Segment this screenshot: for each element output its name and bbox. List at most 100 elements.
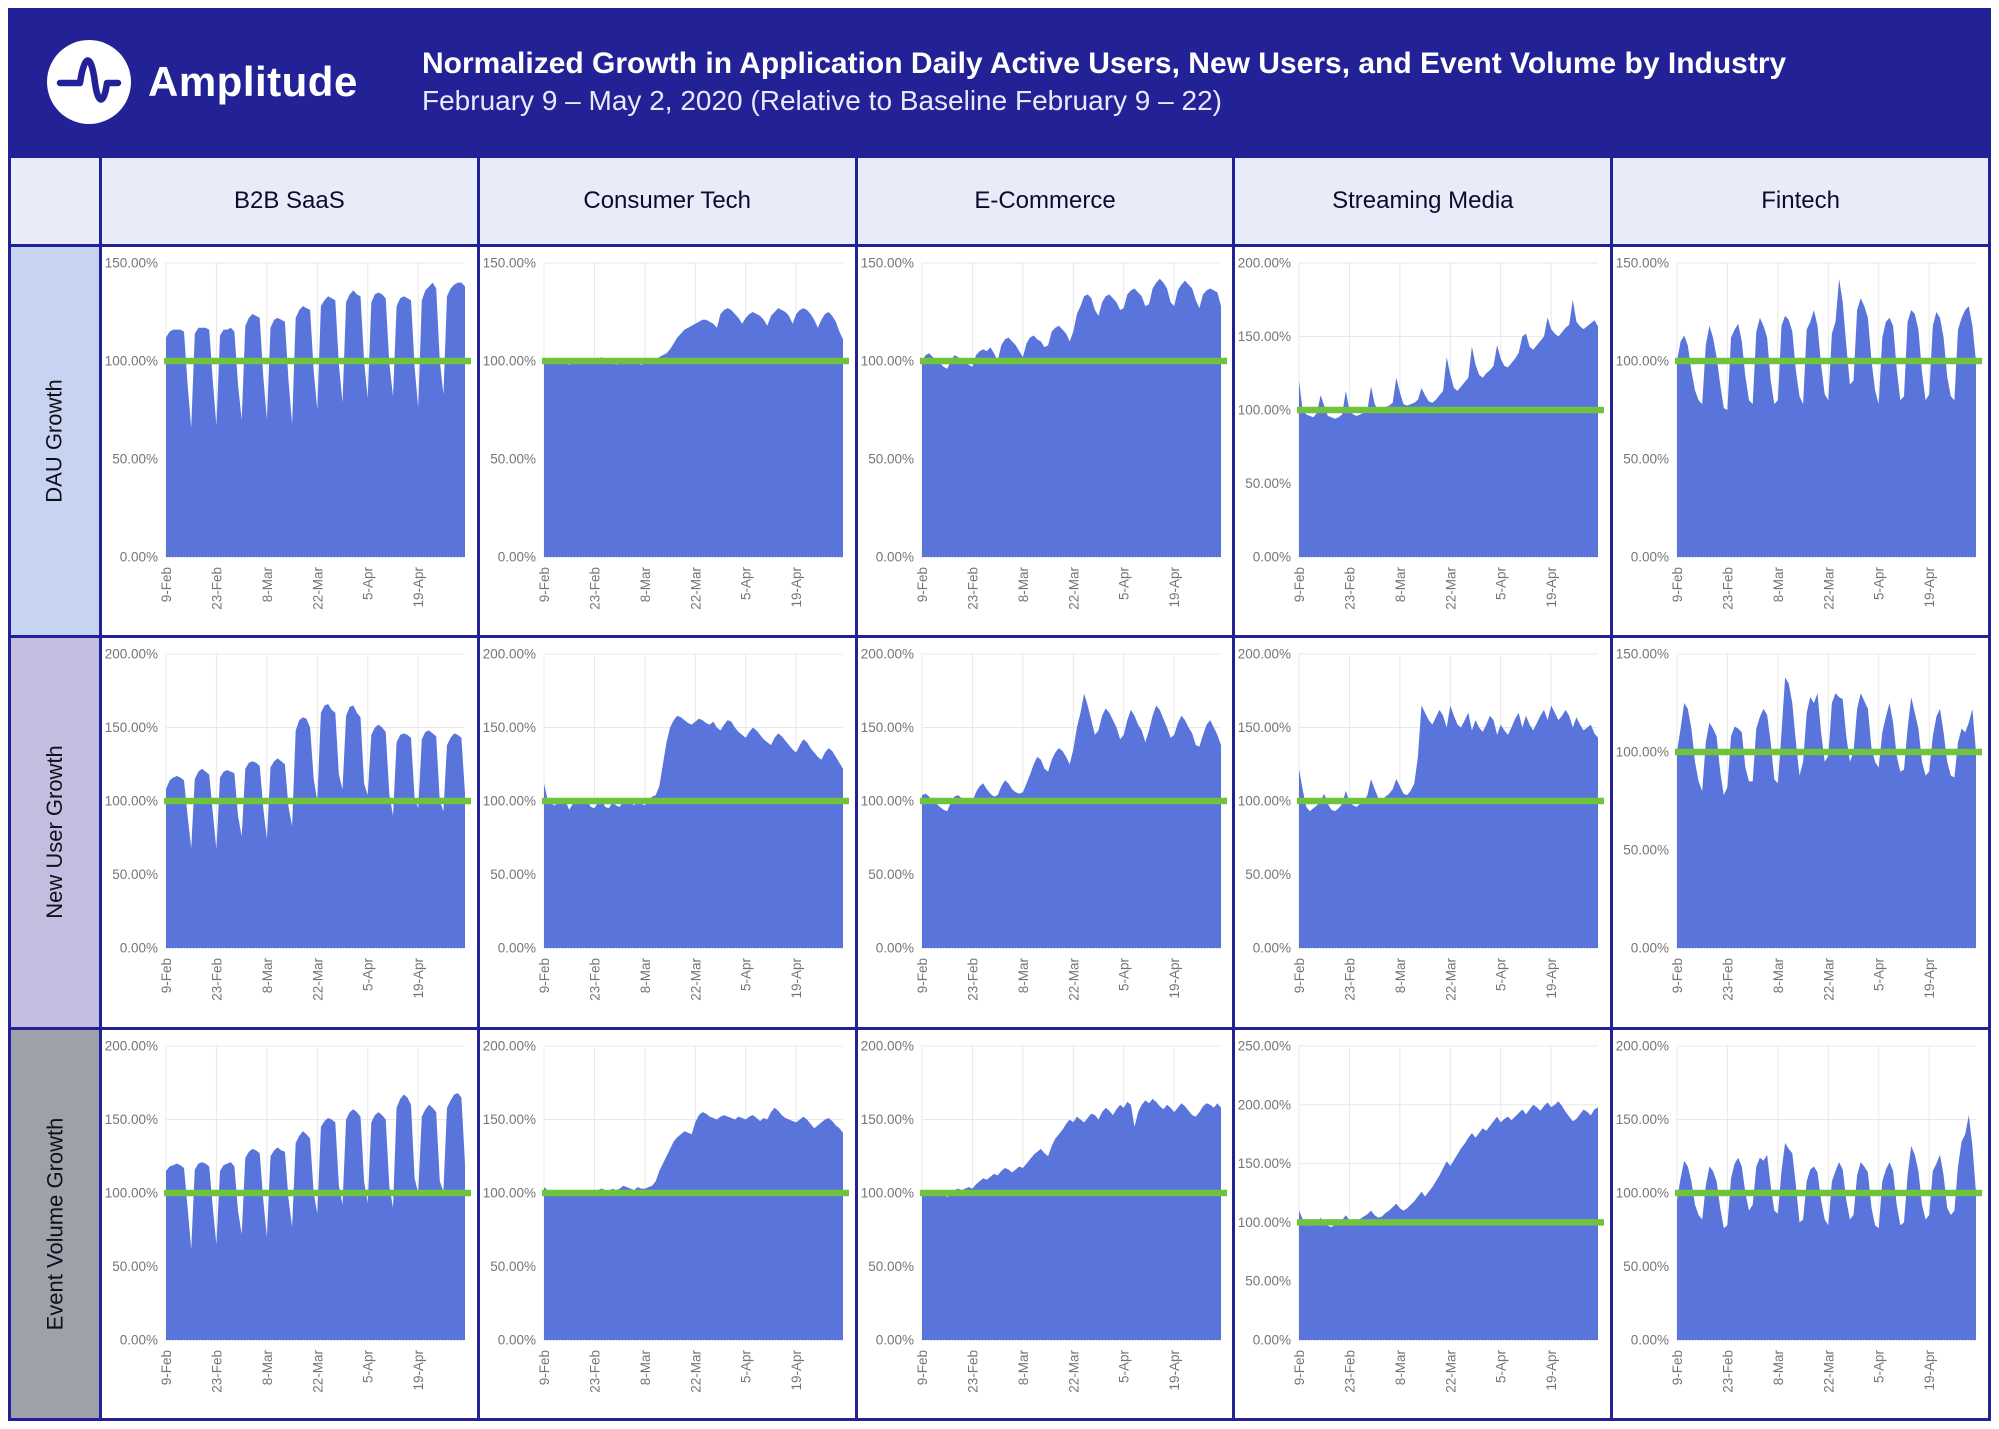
svg-text:150.00%: 150.00% [1616,647,1669,662]
area-chart-svg: 0.00% 50.00% 100.00% 150.00% 9-Feb 23-Feb 8-Ma… [105,256,471,610]
svg-text:19-Apr: 19-Apr [1545,958,1560,999]
chart-dau-fintech: 0.00% 50.00% 100.00% 150.00% 9-Feb 23-Feb 8-Ma… [1613,247,1988,636]
svg-text:19-Apr: 19-Apr [1922,1349,1937,1390]
svg-text:19-Apr: 19-Apr [789,1349,804,1390]
column-header-fintech: Fintech [1613,158,1988,244]
svg-text:23-Feb: 23-Feb [209,958,224,1001]
svg-text:0.00%: 0.00% [875,941,913,956]
area-chart-svg: 0.00% 50.00% 100.00% 150.00% 200.00% 9-Feb 23-… [483,1038,849,1392]
svg-text:150.00%: 150.00% [1238,329,1291,344]
column-header-b2b-saas: B2B SaaS [102,158,477,244]
row-label-event-volume-growth: Event Volume Growth [11,1029,99,1418]
svg-text:0.00%: 0.00% [1253,941,1291,956]
svg-text:22-Mar: 22-Mar [1066,958,1081,1001]
svg-text:5-Apr: 5-Apr [1872,958,1887,992]
svg-text:5-Apr: 5-Apr [739,1349,754,1383]
svg-text:50.00%: 50.00% [1623,1259,1669,1274]
svg-text:8-Mar: 8-Mar [260,567,275,603]
area-chart-svg: 0.00% 50.00% 100.00% 150.00% 200.00% 9-Feb 23-… [1616,1038,1983,1392]
chart-eventvol-consumer-tech: 0.00% 50.00% 100.00% 150.00% 200.00% 9-Feb 23-… [479,1029,855,1418]
svg-text:200.00%: 200.00% [860,647,913,662]
svg-text:22-Mar: 22-Mar [1444,567,1459,610]
svg-text:0.00%: 0.00% [120,1332,158,1347]
svg-text:8-Mar: 8-Mar [260,958,275,994]
svg-text:9-Feb: 9-Feb [915,1350,930,1385]
svg-text:200.00%: 200.00% [1616,1038,1669,1053]
brand-wordmark: Amplitude [148,57,358,105]
svg-text:150.00%: 150.00% [1238,1156,1291,1171]
svg-text:23-Feb: 23-Feb [209,567,224,610]
area-chart-svg: 0.00% 50.00% 100.00% 150.00% 200.00% 9-Feb 23-… [483,647,849,1001]
svg-text:50.00%: 50.00% [1246,867,1292,882]
svg-text:9-Feb: 9-Feb [537,567,552,602]
svg-text:9-Feb: 9-Feb [159,567,174,602]
chart-eventvol-e-commerce: 0.00% 50.00% 100.00% 150.00% 200.00% 9-Feb 23-… [857,1029,1233,1418]
chart-newuser-e-commerce: 0.00% 50.00% 100.00% 150.00% 200.00% 9-Feb 23-… [857,638,1233,1027]
area-chart-svg: 0.00% 50.00% 100.00% 150.00% 200.00% 9-Feb 23-… [860,647,1227,1001]
svg-text:0.00%: 0.00% [120,550,158,565]
svg-text:19-Apr: 19-Apr [411,567,426,608]
svg-text:8-Mar: 8-Mar [638,958,653,994]
svg-text:8-Mar: 8-Mar [1393,567,1408,603]
svg-text:50.00%: 50.00% [868,452,914,467]
svg-text:150.00%: 150.00% [105,256,158,271]
svg-text:100.00%: 100.00% [860,1185,913,1200]
svg-text:8-Mar: 8-Mar [1015,958,1030,994]
svg-text:100.00%: 100.00% [1616,354,1669,369]
amplitude-logo-icon [47,39,131,124]
area-chart-svg: 0.00% 50.00% 100.00% 150.00% 9-Feb 23-Feb 8-Ma… [483,256,849,610]
page-title: Normalized Growth in Application Daily A… [422,47,1787,81]
svg-text:8-Mar: 8-Mar [1393,958,1408,994]
svg-text:19-Apr: 19-Apr [1922,567,1937,608]
svg-text:100.00%: 100.00% [105,354,158,369]
chart-newuser-fintech: 0.00% 50.00% 100.00% 150.00% 9-Feb 23-Feb 8-Ma… [1613,638,1988,1027]
brand: Amplitude [46,39,398,125]
svg-text:23-Feb: 23-Feb [587,958,602,1001]
chart-dau-streaming-media: 0.00% 50.00% 100.00% 150.00% 200.00% 9-Feb 23-… [1235,247,1611,636]
svg-text:150.00%: 150.00% [105,720,158,735]
svg-text:5-Apr: 5-Apr [361,958,376,992]
svg-text:5-Apr: 5-Apr [1116,566,1131,600]
area-chart-svg: 0.00% 50.00% 100.00% 150.00% 200.00% 9-Feb 23-… [105,647,471,1001]
svg-text:9-Feb: 9-Feb [915,958,930,993]
svg-text:8-Mar: 8-Mar [1015,567,1030,603]
svg-text:150.00%: 150.00% [860,256,913,271]
svg-text:23-Feb: 23-Feb [965,958,980,1001]
svg-text:8-Mar: 8-Mar [1393,1349,1408,1385]
svg-text:22-Mar: 22-Mar [1821,567,1836,610]
svg-text:22-Mar: 22-Mar [1444,1349,1459,1392]
svg-text:22-Mar: 22-Mar [1444,958,1459,1001]
svg-text:5-Apr: 5-Apr [361,566,376,600]
svg-text:50.00%: 50.00% [1623,452,1669,467]
header-bar: Amplitude Normalized Growth in Applicati… [8,8,1991,155]
svg-text:50.00%: 50.00% [1246,476,1292,491]
svg-text:5-Apr: 5-Apr [1494,566,1509,600]
svg-text:200.00%: 200.00% [1238,1097,1291,1112]
svg-text:19-Apr: 19-Apr [789,567,804,608]
svg-text:23-Feb: 23-Feb [209,1350,224,1393]
svg-text:150.00%: 150.00% [1616,1112,1669,1127]
svg-text:23-Feb: 23-Feb [1721,958,1736,1001]
svg-text:0.00%: 0.00% [1253,550,1291,565]
svg-text:9-Feb: 9-Feb [159,958,174,993]
column-header-e-commerce: E-Commerce [857,158,1233,244]
svg-text:19-Apr: 19-Apr [411,958,426,999]
chart-newuser-b2b-saas: 0.00% 50.00% 100.00% 150.00% 200.00% 9-Feb 23-… [102,638,477,1027]
svg-text:19-Apr: 19-Apr [411,1349,426,1390]
svg-text:19-Apr: 19-Apr [1167,958,1182,999]
row-label-new-user-growth: New User Growth [11,638,99,1027]
svg-text:5-Apr: 5-Apr [1494,1349,1509,1383]
svg-text:23-Feb: 23-Feb [1721,567,1736,610]
svg-text:100.00%: 100.00% [483,794,536,809]
svg-text:150.00%: 150.00% [105,1112,158,1127]
svg-text:23-Feb: 23-Feb [1343,958,1358,1001]
svg-text:200.00%: 200.00% [483,1038,536,1053]
svg-text:150.00%: 150.00% [483,720,536,735]
area-chart-svg: 0.00% 50.00% 100.00% 150.00% 9-Feb 23-Feb 8-Ma… [860,256,1227,610]
svg-text:5-Apr: 5-Apr [1116,958,1131,992]
svg-text:5-Apr: 5-Apr [1872,566,1887,600]
svg-text:150.00%: 150.00% [1238,720,1291,735]
svg-text:8-Mar: 8-Mar [1771,567,1786,603]
area-chart-svg: 0.00% 50.00% 100.00% 150.00% 200.00% 9-Feb 23-… [1238,256,1605,610]
